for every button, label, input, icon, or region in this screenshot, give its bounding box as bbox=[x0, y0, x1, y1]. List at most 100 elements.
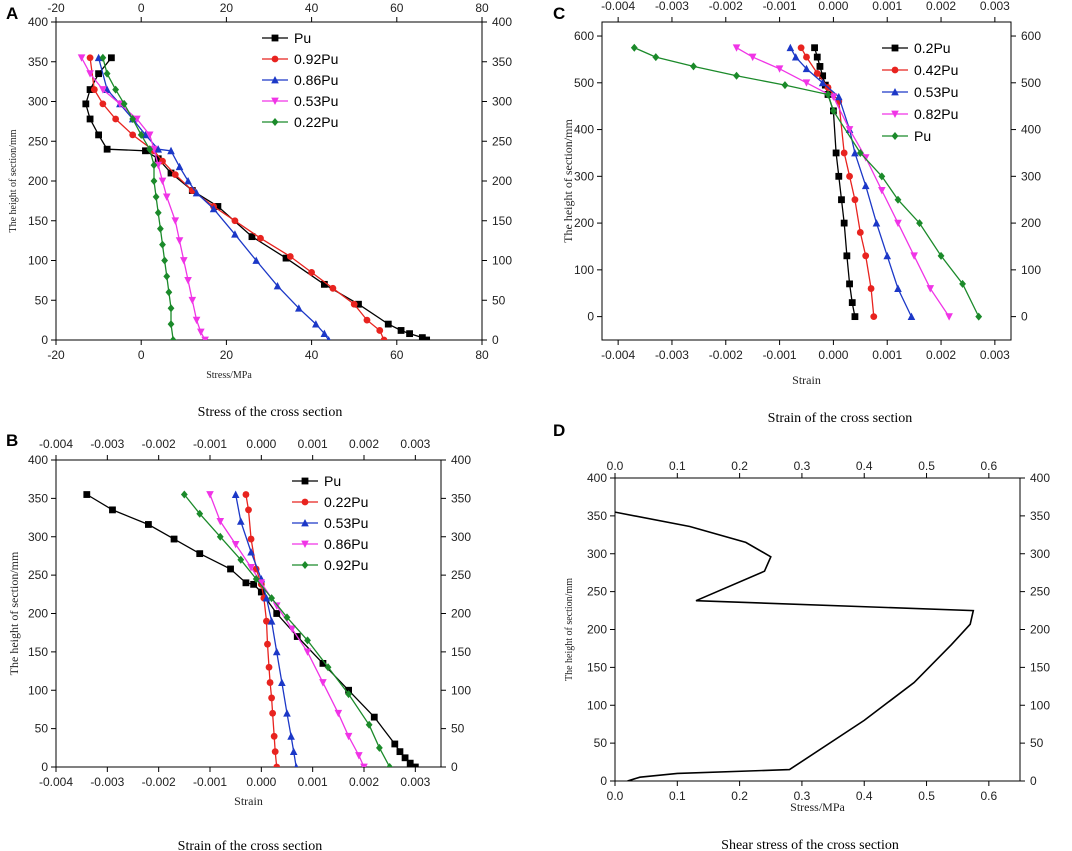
series-line bbox=[736, 47, 950, 317]
y-axis-label: The height of section/mm bbox=[561, 119, 575, 243]
data-point bbox=[152, 192, 160, 201]
y-tick-label: 250 bbox=[587, 585, 607, 599]
data-point bbox=[272, 647, 281, 656]
data-point bbox=[257, 234, 264, 242]
right-y-tick-label: 50 bbox=[451, 722, 465, 736]
data-point bbox=[99, 100, 107, 108]
right-y-tick-label: 350 bbox=[1030, 509, 1050, 523]
data-point bbox=[77, 54, 86, 62]
data-point bbox=[303, 648, 312, 656]
data-point bbox=[883, 251, 892, 260]
data-point bbox=[862, 252, 870, 260]
data-point bbox=[201, 336, 209, 340]
top-x-tick-label: 60 bbox=[390, 1, 404, 15]
data-point bbox=[283, 709, 291, 717]
data-point bbox=[156, 224, 164, 233]
data-point bbox=[376, 743, 383, 752]
data-point bbox=[733, 71, 740, 80]
data-point bbox=[846, 280, 853, 288]
data-point bbox=[840, 219, 848, 227]
series-line bbox=[813, 47, 856, 317]
data-point bbox=[94, 53, 103, 62]
right-y-tick-label: 0 bbox=[1021, 310, 1028, 324]
x-tick-label: 0.002 bbox=[349, 775, 379, 789]
right-y-tick-label: 200 bbox=[1021, 216, 1041, 230]
data-point bbox=[334, 709, 343, 718]
x-tick-label: 20 bbox=[220, 348, 234, 362]
legend-item: 0.42Pu bbox=[882, 62, 958, 78]
y-tick-label: 400 bbox=[28, 15, 48, 29]
data-point bbox=[324, 663, 332, 672]
data-point bbox=[86, 70, 94, 78]
legend-label: 0.53Pu bbox=[914, 84, 958, 100]
right-y-tick-label: 0 bbox=[451, 760, 458, 774]
legend-label: Pu bbox=[914, 128, 931, 144]
data-point bbox=[242, 491, 250, 498]
right-y-tick-label: 0 bbox=[492, 333, 499, 347]
data-point bbox=[856, 148, 864, 157]
top-x-tick-label: 0.002 bbox=[349, 437, 379, 451]
data-point bbox=[397, 327, 405, 334]
legend-label: Pu bbox=[294, 30, 311, 46]
data-point bbox=[141, 130, 150, 139]
top-x-tick-label: -0.003 bbox=[655, 0, 689, 13]
data-point bbox=[270, 732, 278, 740]
data-point bbox=[129, 114, 137, 123]
x-tick-label: 0.0 bbox=[607, 789, 624, 803]
data-point bbox=[835, 172, 843, 180]
data-point bbox=[263, 617, 270, 625]
data-point bbox=[170, 535, 178, 543]
data-point bbox=[360, 763, 368, 767]
y-tick-label: 200 bbox=[574, 216, 594, 230]
data-point bbox=[283, 613, 291, 622]
series-0-42pu bbox=[797, 44, 878, 321]
right-y-tick-label: 350 bbox=[492, 55, 512, 69]
data-point bbox=[308, 269, 315, 276]
legend-item: 0.92Pu bbox=[262, 51, 338, 67]
data-point bbox=[832, 149, 840, 157]
right-y-tick-label: 100 bbox=[492, 254, 512, 268]
legend-item: 0.22Pu bbox=[262, 114, 338, 130]
y-tick-label: 100 bbox=[587, 698, 607, 712]
x-tick-label: 40 bbox=[305, 348, 319, 362]
data-point bbox=[959, 279, 966, 288]
x-tick-label: 0.003 bbox=[980, 348, 1010, 362]
top-x-tick-label: 0.000 bbox=[818, 0, 848, 13]
right-y-tick-label: 200 bbox=[492, 174, 512, 188]
legend-label: Pu bbox=[324, 473, 341, 489]
y-tick-label: 0 bbox=[41, 760, 48, 774]
legend-item: 0.53Pu bbox=[882, 84, 958, 100]
data-point bbox=[355, 300, 362, 308]
x-axis-label: Strain bbox=[792, 373, 821, 387]
data-point bbox=[154, 161, 163, 170]
series-line bbox=[615, 511, 975, 781]
legend-label: 0.22Pu bbox=[324, 494, 368, 510]
right-y-tick-label: 350 bbox=[451, 491, 471, 505]
data-point bbox=[107, 54, 115, 62]
legend-item: 0.86Pu bbox=[262, 72, 338, 88]
x-tick-label: 80 bbox=[475, 348, 489, 362]
data-point bbox=[803, 53, 810, 61]
data-point bbox=[411, 763, 419, 767]
x-tick-label: 0.5 bbox=[918, 789, 935, 803]
y-axis-label: The height of section/mm bbox=[8, 129, 19, 232]
series-pu bbox=[82, 54, 431, 340]
top-x-tick-label: 0.003 bbox=[980, 0, 1010, 13]
data-point bbox=[748, 53, 757, 62]
data-point bbox=[926, 285, 935, 293]
data-point bbox=[350, 300, 358, 308]
chart-panel-d: D 0.0 0.0 0.1 0.1 0.2 0.2 0.3 0.3 0.4 0.4 0.5 0.5 0.6… bbox=[553, 421, 1050, 851]
data-point bbox=[320, 329, 329, 338]
data-point bbox=[840, 149, 848, 157]
data-point bbox=[345, 690, 352, 699]
plot-frame bbox=[55, 21, 483, 341]
data-point bbox=[165, 288, 173, 297]
data-point bbox=[262, 594, 271, 602]
data-point bbox=[247, 548, 255, 556]
data-point bbox=[312, 320, 320, 328]
data-point bbox=[838, 196, 845, 204]
data-point bbox=[365, 720, 373, 729]
y-tick-label: 250 bbox=[28, 568, 48, 582]
x-tick-label: 0.003 bbox=[400, 775, 430, 789]
data-point bbox=[355, 752, 363, 760]
